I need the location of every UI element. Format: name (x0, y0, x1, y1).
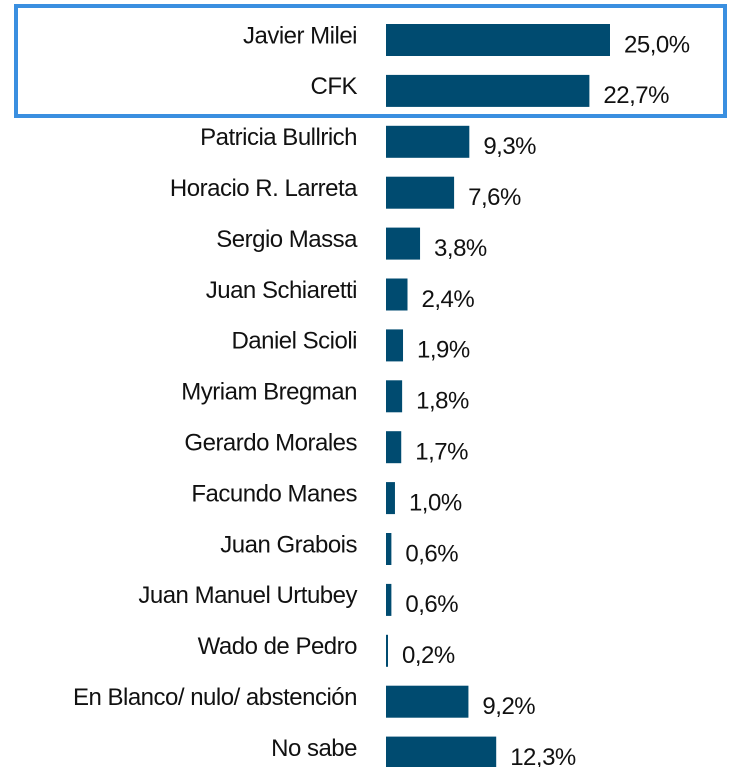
value-label: 0,2% (402, 642, 455, 669)
bar (386, 583, 392, 616)
category-label: Myriam Bregman (181, 379, 357, 406)
category-label: Facundo Manes (191, 480, 357, 507)
category-label: No sabe (271, 735, 357, 762)
category-label: Juan Manuel Urtubey (138, 582, 357, 609)
bar (386, 24, 610, 56)
bar (386, 685, 469, 718)
value-label: 3,8% (434, 235, 487, 262)
value-label: 9,2% (482, 693, 535, 720)
category-label: Juan Grabois (220, 531, 357, 558)
value-label: 1,7% (415, 439, 468, 466)
bar (386, 533, 392, 565)
value-label: 25,0% (624, 31, 690, 58)
bar (386, 125, 470, 158)
category-label: En Blanco/ nulo/ abstención (73, 684, 357, 711)
category-label: CFK (311, 73, 358, 100)
bar (386, 176, 455, 209)
category-label: Wado de Pedro (198, 633, 358, 660)
bar (386, 74, 590, 107)
highlight-box (14, 4, 727, 118)
category-label: Gerardo Morales (184, 430, 357, 457)
category-label: Javier Milei (243, 22, 357, 49)
value-label: 0,6% (405, 591, 458, 618)
value-label: 22,7% (603, 82, 669, 109)
bar (386, 736, 497, 767)
value-label: 1,0% (409, 489, 462, 516)
bar (386, 634, 388, 667)
value-label: 0,6% (405, 540, 458, 567)
value-label: 1,9% (417, 337, 470, 364)
category-label: Patricia Bullrich (200, 124, 357, 151)
category-label: Sergio Massa (216, 226, 358, 253)
bar (386, 278, 408, 311)
category-label: Juan Schiaretti (206, 277, 357, 304)
bar (386, 329, 404, 362)
value-label: 12,3% (510, 744, 576, 767)
bar (386, 431, 402, 464)
value-label: 2,4% (422, 286, 475, 313)
bar (386, 380, 403, 413)
bar (386, 227, 421, 260)
value-label: 9,3% (483, 133, 536, 160)
bar (386, 482, 395, 515)
category-label: Daniel Scioli (231, 328, 357, 355)
value-label: 1,8% (416, 388, 469, 415)
value-label: 7,6% (468, 184, 521, 211)
category-label: Horacio R. Larreta (170, 175, 358, 202)
